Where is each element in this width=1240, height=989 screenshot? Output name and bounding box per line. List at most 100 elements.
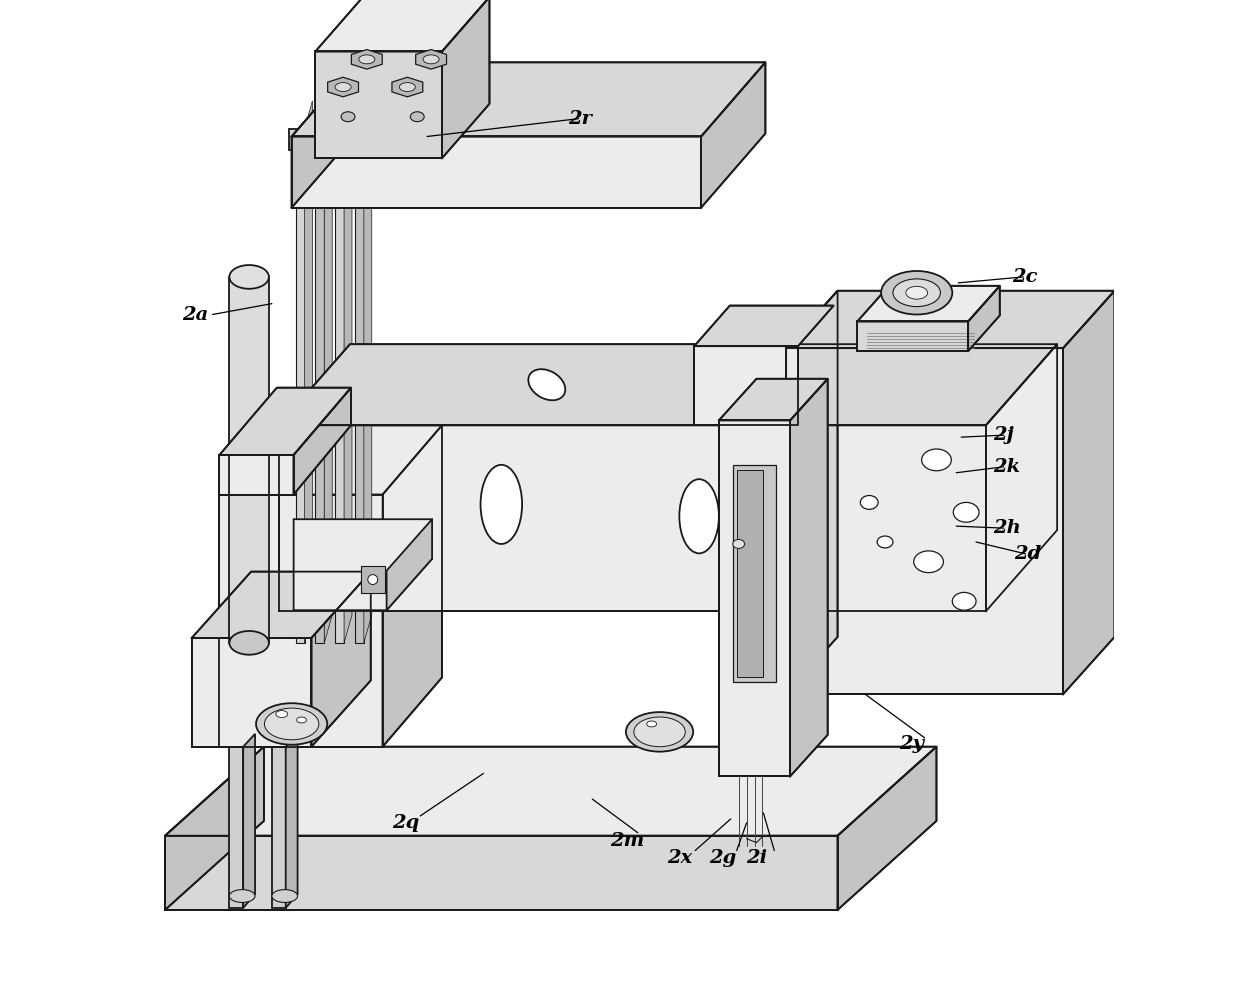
Ellipse shape bbox=[647, 721, 657, 727]
Ellipse shape bbox=[877, 536, 893, 548]
Polygon shape bbox=[192, 572, 371, 638]
Polygon shape bbox=[719, 379, 827, 420]
Polygon shape bbox=[383, 425, 441, 747]
Polygon shape bbox=[165, 747, 936, 836]
Ellipse shape bbox=[882, 271, 952, 315]
Polygon shape bbox=[986, 344, 1058, 611]
Ellipse shape bbox=[733, 540, 744, 548]
Polygon shape bbox=[295, 129, 305, 643]
Polygon shape bbox=[968, 286, 999, 351]
Polygon shape bbox=[1063, 291, 1115, 694]
Polygon shape bbox=[786, 291, 1115, 348]
Polygon shape bbox=[387, 519, 432, 610]
Ellipse shape bbox=[341, 112, 355, 122]
Polygon shape bbox=[837, 747, 936, 910]
Polygon shape bbox=[719, 420, 790, 776]
Ellipse shape bbox=[861, 495, 878, 509]
Ellipse shape bbox=[399, 83, 415, 92]
Ellipse shape bbox=[893, 279, 940, 307]
Polygon shape bbox=[786, 348, 1063, 694]
Text: 2g: 2g bbox=[709, 850, 737, 867]
Polygon shape bbox=[857, 286, 999, 321]
Ellipse shape bbox=[921, 449, 951, 471]
Ellipse shape bbox=[229, 265, 269, 289]
Polygon shape bbox=[355, 129, 363, 643]
Text: 2d: 2d bbox=[1013, 545, 1040, 563]
Polygon shape bbox=[289, 129, 371, 150]
Polygon shape bbox=[441, 0, 490, 158]
Polygon shape bbox=[272, 747, 285, 908]
Polygon shape bbox=[392, 77, 423, 97]
Text: 2y: 2y bbox=[899, 735, 924, 753]
Text: 2i: 2i bbox=[746, 850, 768, 867]
Polygon shape bbox=[351, 49, 382, 69]
Polygon shape bbox=[694, 306, 833, 346]
Polygon shape bbox=[294, 388, 351, 494]
Ellipse shape bbox=[275, 710, 288, 718]
Polygon shape bbox=[219, 455, 294, 494]
Ellipse shape bbox=[423, 55, 439, 64]
Ellipse shape bbox=[528, 369, 565, 401]
Text: 2c: 2c bbox=[1012, 268, 1037, 286]
Polygon shape bbox=[192, 638, 311, 747]
Ellipse shape bbox=[914, 551, 944, 573]
Polygon shape bbox=[857, 321, 968, 351]
Polygon shape bbox=[291, 136, 701, 208]
Text: 2h: 2h bbox=[993, 519, 1021, 537]
Ellipse shape bbox=[634, 717, 686, 747]
Polygon shape bbox=[325, 101, 332, 643]
Polygon shape bbox=[219, 425, 441, 494]
Text: 2k: 2k bbox=[993, 458, 1021, 476]
Polygon shape bbox=[311, 572, 371, 747]
Polygon shape bbox=[701, 62, 765, 208]
Polygon shape bbox=[219, 388, 351, 455]
Polygon shape bbox=[415, 49, 446, 69]
Ellipse shape bbox=[296, 717, 306, 723]
Polygon shape bbox=[219, 494, 383, 747]
Polygon shape bbox=[737, 470, 764, 677]
Ellipse shape bbox=[906, 287, 928, 300]
Ellipse shape bbox=[626, 712, 693, 752]
Polygon shape bbox=[335, 129, 343, 643]
Polygon shape bbox=[733, 465, 776, 682]
Ellipse shape bbox=[264, 708, 319, 740]
Polygon shape bbox=[327, 77, 358, 97]
Ellipse shape bbox=[255, 703, 327, 745]
Polygon shape bbox=[305, 101, 312, 643]
Text: 2q: 2q bbox=[393, 814, 420, 832]
Ellipse shape bbox=[954, 502, 980, 522]
Ellipse shape bbox=[229, 890, 255, 902]
Polygon shape bbox=[279, 425, 986, 611]
Polygon shape bbox=[285, 734, 298, 908]
Ellipse shape bbox=[272, 890, 298, 902]
Polygon shape bbox=[229, 277, 269, 643]
Text: 2r: 2r bbox=[569, 110, 593, 128]
Polygon shape bbox=[343, 101, 352, 643]
Polygon shape bbox=[291, 62, 765, 136]
Polygon shape bbox=[229, 747, 243, 908]
Ellipse shape bbox=[335, 83, 351, 92]
Text: 2x: 2x bbox=[667, 850, 693, 867]
Ellipse shape bbox=[481, 465, 522, 544]
Ellipse shape bbox=[680, 480, 719, 554]
Polygon shape bbox=[315, 51, 441, 158]
Polygon shape bbox=[165, 836, 837, 910]
Polygon shape bbox=[165, 747, 264, 910]
Ellipse shape bbox=[410, 112, 424, 122]
Polygon shape bbox=[315, 0, 490, 51]
Polygon shape bbox=[315, 129, 325, 643]
Polygon shape bbox=[694, 346, 799, 425]
Ellipse shape bbox=[229, 631, 269, 655]
Polygon shape bbox=[291, 62, 356, 208]
Text: 2m: 2m bbox=[610, 832, 645, 850]
Polygon shape bbox=[363, 101, 372, 643]
Ellipse shape bbox=[952, 592, 976, 610]
Polygon shape bbox=[279, 344, 1058, 425]
Text: 2j: 2j bbox=[993, 426, 1013, 444]
Polygon shape bbox=[243, 734, 255, 908]
Polygon shape bbox=[790, 379, 827, 776]
Ellipse shape bbox=[358, 55, 374, 64]
Polygon shape bbox=[294, 519, 432, 610]
Ellipse shape bbox=[368, 575, 378, 584]
Polygon shape bbox=[361, 566, 384, 593]
